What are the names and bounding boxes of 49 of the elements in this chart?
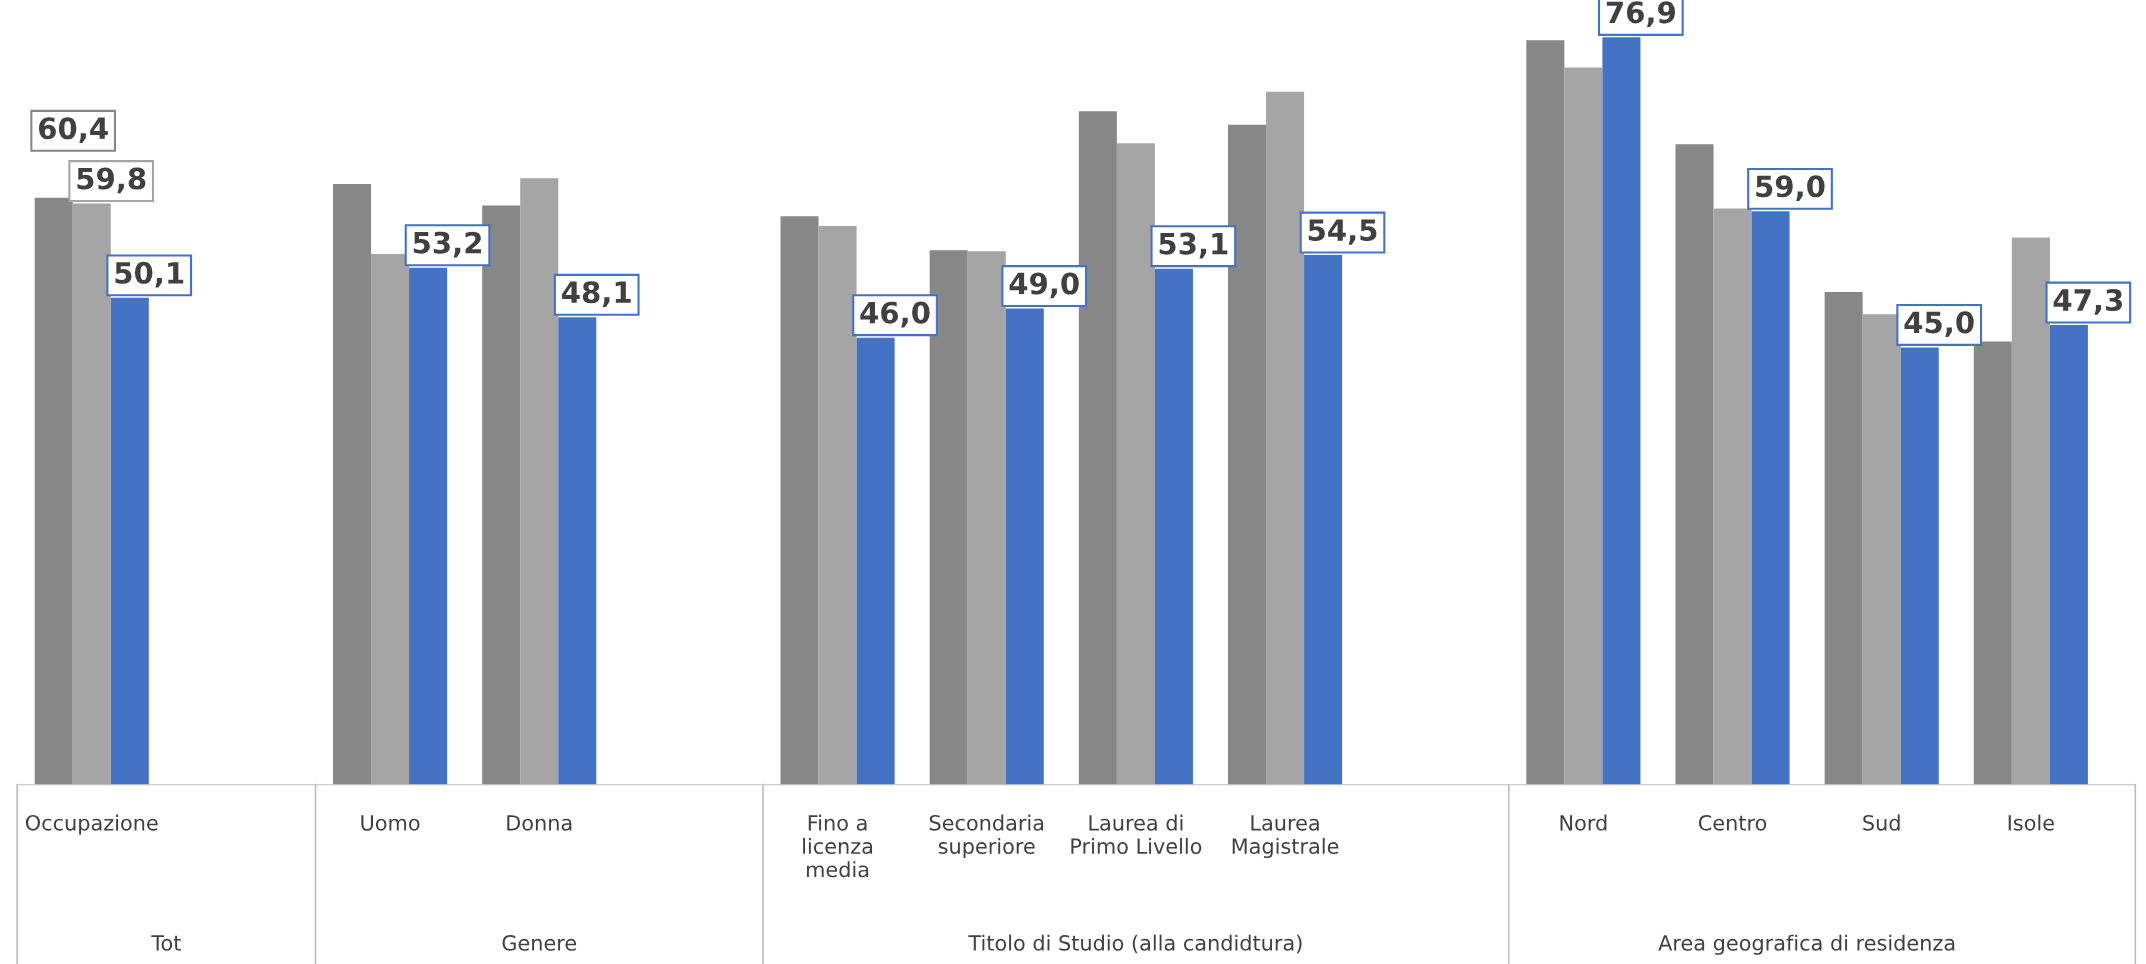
- data-label: 59,8: [77, 167, 146, 194]
- data-label: 48,1: [562, 281, 631, 307]
- data-label: 60,4: [38, 117, 108, 144]
- x-tick-label: Occupazione: [25, 814, 158, 835]
- data-label: 53,2: [413, 231, 481, 258]
- x-tick-label: Donna: [507, 815, 572, 831]
- bar: [333, 184, 372, 785]
- bar: [1824, 291, 1863, 785]
- bar: [1675, 144, 1714, 785]
- x-tick-label: Isole: [2008, 814, 2054, 831]
- bar: [818, 225, 857, 785]
- x-tick-label: Laurea Magistrale: [1232, 815, 1339, 859]
- bar: [520, 178, 559, 785]
- bar: [1862, 314, 1901, 785]
- data-label: 54,5: [1308, 219, 1377, 245]
- x-tick-label: Sud: [1863, 814, 1900, 831]
- text: Area geografica di residenza: [1658, 934, 1955, 955]
- bar: [1713, 208, 1752, 785]
- bar: [1266, 91, 1305, 785]
- data-label: 49,0: [1009, 272, 1079, 299]
- bar: [1078, 111, 1117, 785]
- data-label: 50,1: [115, 261, 184, 288]
- data-label: 45,0: [1904, 311, 1974, 338]
- bar: [1116, 143, 1155, 785]
- bar: [482, 205, 521, 785]
- bar: [371, 254, 410, 785]
- bar: [1973, 341, 2012, 785]
- data-label: 47,3: [2053, 288, 2122, 315]
- text: Tot: [151, 935, 181, 951]
- bar: [780, 216, 819, 785]
- x-tick-label: Centro: [1698, 814, 1767, 831]
- data-label: 59,0: [1756, 175, 1825, 202]
- x-tick-label: Secondaria superiore: [929, 814, 1044, 859]
- bar: [2011, 237, 2050, 785]
- bar: [1564, 67, 1603, 785]
- text: Titolo di Studio (alla candidtura): [968, 934, 1302, 954]
- bar: [967, 251, 1006, 785]
- text: Genere: [502, 935, 577, 951]
- bar: [1227, 124, 1267, 785]
- data-label: 76,9: [1606, 1, 1675, 28]
- bar: [929, 250, 968, 785]
- x-tick-label: Fino a licenza media: [803, 814, 873, 878]
- bar: [34, 197, 73, 785]
- x-tick-label: Uomo: [361, 815, 420, 831]
- x-tick-label: Nord: [1560, 814, 1607, 831]
- data-label: 53,1: [1159, 232, 1228, 259]
- data-label: 46,0: [860, 301, 930, 328]
- bar: [1526, 40, 1565, 785]
- x-tick-label: Laurea di Primo Livello: [1071, 814, 1202, 855]
